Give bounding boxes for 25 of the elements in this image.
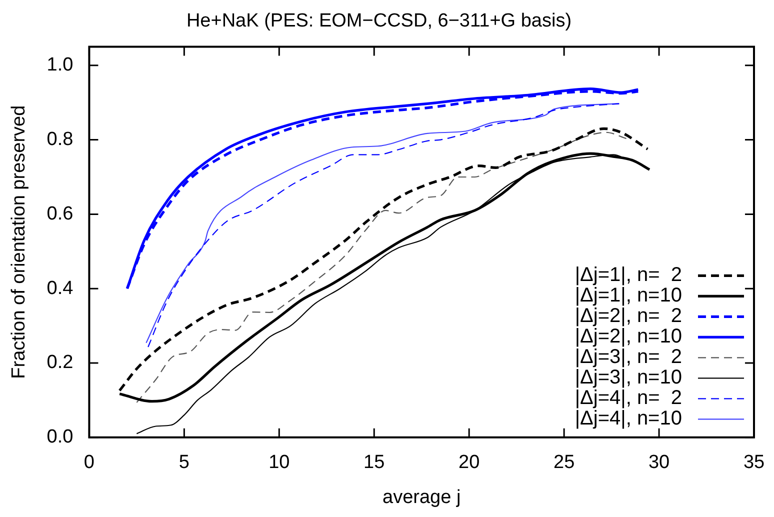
x-tick-label: 15 (364, 452, 385, 474)
x-tick-label: 25 (553, 452, 575, 474)
y-tick-label: 0.0 (46, 426, 74, 448)
legend-label: |Δj=2|, n=10 (574, 326, 682, 348)
x-tick-label: 0 (84, 452, 94, 474)
legend-label: |Δj=2|, n= 2 (574, 305, 682, 328)
y-tick-label: 0.6 (46, 203, 74, 224)
legend-label: |Δj=1|, n= 2 (574, 264, 682, 286)
y-axis-title: Fraction of orientation preserved (8, 105, 30, 379)
chart-title: He+NaK (PES: EOM−CCSD, 6−311+G basis) (186, 10, 572, 32)
legend-label: |Δj=4|, n=10 (574, 408, 682, 430)
x-tick-label: 20 (458, 452, 480, 474)
y-tick-label: 0.4 (46, 278, 74, 299)
legend-label: |Δj=4|, n= 2 (574, 387, 682, 410)
x-tick-label: 5 (178, 452, 190, 474)
legend-label: |Δj=3|, n=10 (574, 366, 682, 389)
y-tick-label: 0.8 (46, 129, 74, 150)
x-tick-label: 30 (648, 452, 670, 474)
x-tick-label: 10 (268, 452, 290, 474)
x-tick-label: 35 (743, 452, 765, 474)
legend-label: |Δj=3|, n= 2 (574, 346, 682, 368)
legend-label: |Δj=1|, n=10 (574, 284, 682, 307)
y-tick-label: 1.0 (46, 54, 74, 76)
x-axis-title: average j (382, 486, 461, 508)
y-tick-label: 0.2 (46, 352, 74, 374)
